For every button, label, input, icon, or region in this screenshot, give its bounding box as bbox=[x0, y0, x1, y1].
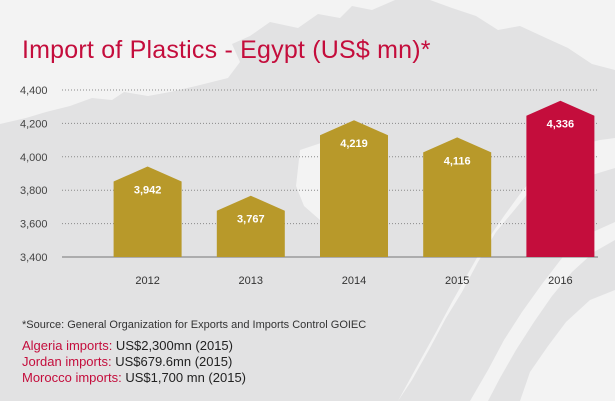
bar bbox=[423, 137, 492, 257]
bar-value-label: 4,219 bbox=[340, 138, 368, 150]
source-footnote: *Source: General Organization for Export… bbox=[22, 319, 367, 331]
y-tick-label: 4,000 bbox=[20, 152, 48, 164]
x-tick-label: 2012 bbox=[135, 275, 159, 287]
x-tick-label: 2016 bbox=[548, 275, 572, 287]
note-label: Morocco imports: bbox=[22, 370, 122, 385]
note-algeria: Algeria imports: US$2,300mn (2015) bbox=[22, 338, 246, 354]
y-tick-label: 4,200 bbox=[20, 118, 48, 130]
y-tick-label: 4,400 bbox=[20, 85, 48, 97]
note-label: Algeria imports: bbox=[22, 338, 113, 353]
note-jordan: Jordan imports: US$679.6mn (2015) bbox=[22, 354, 246, 370]
x-tick-label: 2013 bbox=[239, 275, 263, 287]
note-value: US$2,300mn (2015) bbox=[112, 338, 233, 353]
bar bbox=[216, 195, 285, 257]
y-tick-label: 3,400 bbox=[20, 252, 48, 264]
chart-title: Import of Plastics - Egypt (US$ mn)* bbox=[22, 36, 431, 64]
note-value: US$1,700 mn (2015) bbox=[121, 370, 246, 385]
bar-value-label: 3,767 bbox=[237, 214, 265, 226]
map-landmass bbox=[398, 0, 615, 401]
note-label: Jordan imports: bbox=[22, 354, 112, 369]
bar bbox=[526, 100, 595, 257]
bar-value-label: 4,336 bbox=[547, 119, 575, 131]
x-tick-label: 2014 bbox=[342, 275, 366, 287]
bar-value-label: 3,942 bbox=[134, 184, 162, 196]
import-notes: Algeria imports: US$2,300mn (2015) Jorda… bbox=[22, 338, 246, 386]
map-landmass bbox=[0, 0, 395, 124]
y-tick-label: 3,600 bbox=[20, 219, 48, 231]
note-morocco: Morocco imports: US$1,700 mn (2015) bbox=[22, 370, 246, 386]
bar bbox=[113, 166, 182, 257]
x-tick-label: 2015 bbox=[445, 275, 469, 287]
bar bbox=[320, 120, 388, 258]
y-tick-label: 3,800 bbox=[20, 185, 48, 197]
note-value: US$679.6mn (2015) bbox=[111, 354, 233, 369]
bar-value-label: 4,116 bbox=[444, 155, 471, 167]
